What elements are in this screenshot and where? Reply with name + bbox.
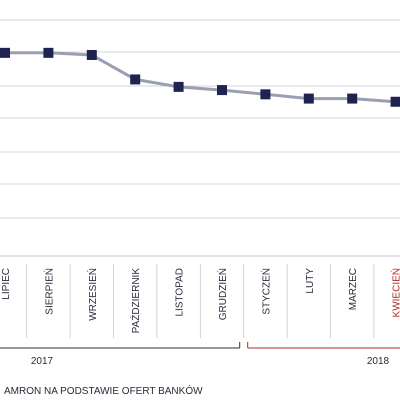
data-point-10 [390,96,400,107]
grid-lines [0,19,400,257]
series-line [5,51,400,105]
x-tick-label-1: LIPIEC [1,268,12,300]
year-label-2017: 2017 [31,356,54,367]
data-point-3 [86,49,97,60]
source-note: AMRON NA PODSTAWIE OFERT BANKÓW [4,384,203,397]
data-point-1 [0,47,10,58]
x-tick-label-10: KWIECIEŃ [390,268,400,317]
data-point-9 [347,93,358,104]
data-point-4 [130,74,141,85]
x-tick-label-9: MARZEC [348,268,359,310]
series-line-group [0,47,400,107]
data-point-6 [217,85,227,96]
x-tick-label-8: LUTY [305,268,316,294]
year-label-2018: 2018 [367,356,390,367]
x-axis: LIPIEC SIERPIEŃ WRZESIEŃ PAŹDZIERNIK LISTOPA… [0,255,400,338]
data-point-2 [43,47,54,58]
data-point-8 [303,93,314,104]
data-point-7 [260,89,271,100]
year-brackets: 2017 2018 [0,342,400,367]
x-tick-label-6: GRUDZIEŃ [216,268,229,320]
x-tick-label-2: SIERPIEŃ [42,268,55,315]
x-tick-label-4: PAŹDZIERNIK [129,268,142,334]
x-tick-label-3: WRZESIEŃ [86,268,99,321]
x-tick-label-5: LISTOPAD [175,268,186,317]
data-point-5 [173,81,184,92]
x-tick-label-7: STYCZEŃ [259,268,272,315]
